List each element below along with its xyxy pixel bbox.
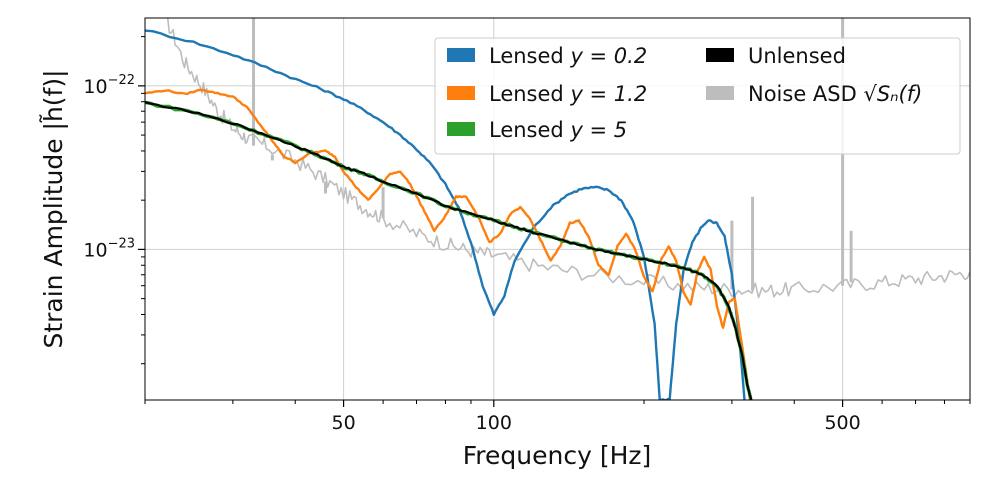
axis-ticks: 50 100 500 10−22 10−23	[83, 36, 971, 434]
x-axis-title: Frequency [Hz]	[463, 441, 652, 470]
series-line-noise-asd	[166, 18, 970, 299]
legend-label: Lensed y = 0.2	[489, 44, 647, 68]
legend-box	[434, 37, 961, 155]
legend-label: Lensed y = 5	[489, 118, 627, 142]
legend-swatch	[706, 48, 734, 62]
legend-label: Unlensed	[748, 44, 846, 68]
x-tick-label: 500	[824, 412, 860, 434]
legend-swatch	[447, 122, 475, 136]
series-layer	[145, 18, 970, 400]
legend-swatch	[447, 86, 475, 100]
legend-swatch	[447, 48, 475, 62]
y-tick-label: 10−22	[83, 73, 135, 98]
y-axis-title: Strain Amplitude |h̃(f)|	[39, 69, 68, 348]
legend-swatch	[706, 86, 734, 100]
legend-label: Lensed y = 1.2	[489, 82, 647, 106]
y-tick-label: 10−23	[83, 236, 135, 261]
plot-frame	[144, 17, 971, 401]
series-line-unlensed	[145, 101, 753, 400]
legend-label: Noise ASD √Sₙ(f)	[748, 82, 922, 106]
x-tick-label: 100	[476, 412, 512, 434]
legend: Lensed y = 0.2 Lensed y = 1.2 Lensed y = 5…	[434, 37, 961, 155]
x-tick-label: 50	[331, 412, 355, 434]
series-line-lensed-y-0-2	[145, 29, 746, 400]
series-line-lensed-y-1-2	[145, 88, 752, 400]
